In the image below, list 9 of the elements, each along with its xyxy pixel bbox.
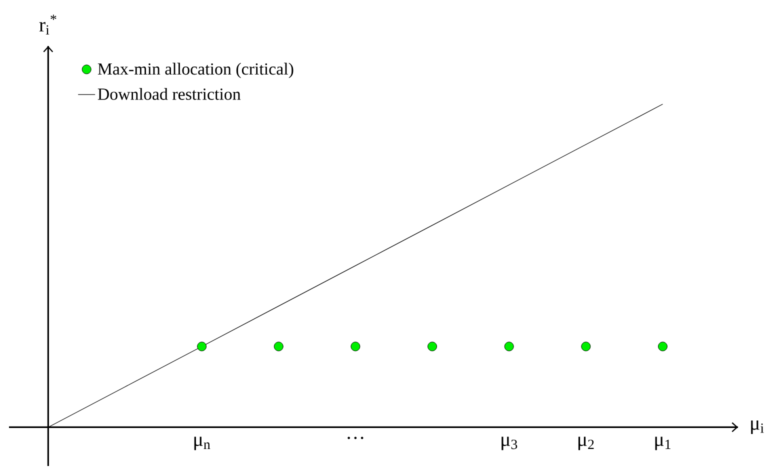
- x-tick-label: μ$_{n}$: [194, 436, 210, 450]
- y-axis-title: r$_{i}$*: [39, 14, 56, 35]
- x-tick-label: ···: [348, 436, 364, 440]
- x-tick-label: μ$_{3}$: [502, 436, 518, 450]
- x-tick-label: μ$_{1}$: [655, 436, 670, 450]
- legend-label: Download restriction: [98, 88, 241, 100]
- legend-label: Max-min allocation (critical): [98, 62, 294, 78]
- x-tick-label: μ$_{2}$: [578, 436, 594, 450]
- x-axis-title: μ$_{i}$: [751, 420, 764, 434]
